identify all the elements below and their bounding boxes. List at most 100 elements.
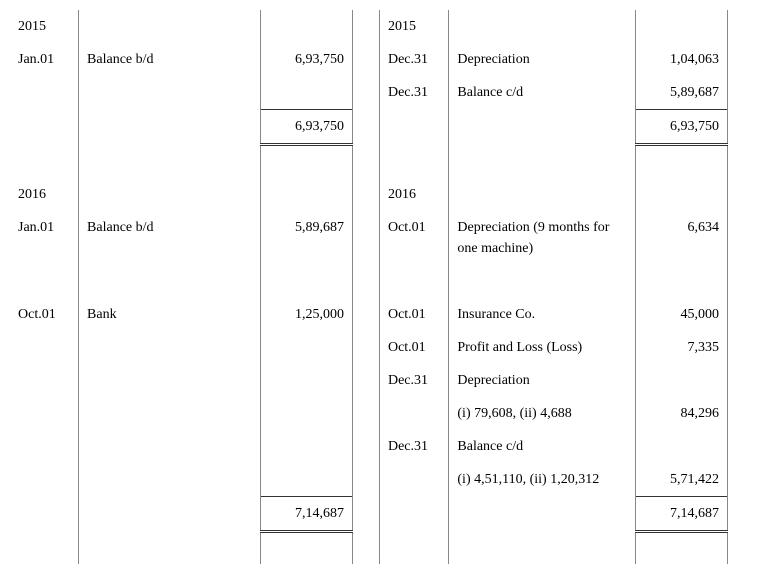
table-row: Jan.01 Balance b/d 6,93,750 Dec.31 Depre… xyxy=(10,43,754,76)
cell xyxy=(353,531,380,564)
amount-cell: 1,04,063 xyxy=(636,43,728,76)
cell xyxy=(261,145,353,178)
ledger-table: 2015 2015 Jan.01 Balance b/d 6,93,750 De… xyxy=(10,10,754,564)
cell xyxy=(261,265,353,298)
cell xyxy=(353,265,380,298)
cell xyxy=(10,145,79,178)
desc-cell: Profit and Loss (Loss) xyxy=(449,331,636,364)
cell xyxy=(728,76,755,110)
table-row: (i) 4,51,110, (ii) 1,20,312 5,71,422 xyxy=(10,463,754,497)
cell xyxy=(79,76,261,110)
date-cell: Dec.31 xyxy=(379,76,448,110)
spacer-row xyxy=(10,145,754,178)
total-row-2016: 7,14,687 7,14,687 xyxy=(10,496,754,531)
cell xyxy=(728,178,755,211)
spacer-row xyxy=(10,265,754,298)
row-year-2015: 2015 2015 xyxy=(10,10,754,43)
row-year-2016: 2016 2016 xyxy=(10,178,754,211)
cell xyxy=(379,265,448,298)
cell xyxy=(10,110,79,145)
cell xyxy=(728,463,755,497)
cell xyxy=(353,178,380,211)
cell xyxy=(79,265,261,298)
cell xyxy=(79,397,261,430)
cell xyxy=(449,178,636,211)
cell xyxy=(353,364,380,397)
cell xyxy=(79,430,261,463)
cell xyxy=(10,463,79,497)
year-left-2016: 2016 xyxy=(10,178,79,211)
amount-cell: 84,296 xyxy=(636,397,728,430)
desc-cell: Insurance Co. xyxy=(449,298,636,331)
cell xyxy=(10,496,79,531)
year-right-2015: 2015 xyxy=(379,10,448,43)
amount-cell: 7,335 xyxy=(636,331,728,364)
cell xyxy=(10,76,79,110)
cell xyxy=(261,531,353,564)
cell xyxy=(79,145,261,178)
total-cell: 7,14,687 xyxy=(636,496,728,531)
cell xyxy=(353,397,380,430)
cell xyxy=(79,531,261,564)
cell xyxy=(379,496,448,531)
cell xyxy=(79,110,261,145)
table-row: Dec.31 Depreciation xyxy=(10,364,754,397)
cell xyxy=(353,298,380,331)
desc-cell: Depreciation xyxy=(449,43,636,76)
date-cell: Jan.01 xyxy=(10,211,79,265)
cell xyxy=(10,364,79,397)
cell xyxy=(10,397,79,430)
cell xyxy=(449,496,636,531)
cell xyxy=(353,463,380,497)
table-row: (i) 79,608, (ii) 4,688 84,296 xyxy=(10,397,754,430)
desc-cell: Balance b/d xyxy=(79,43,261,76)
cell xyxy=(261,10,353,43)
cell xyxy=(728,110,755,145)
cell xyxy=(353,76,380,110)
cell xyxy=(728,43,755,76)
cell xyxy=(353,496,380,531)
cell xyxy=(353,10,380,43)
cell xyxy=(379,145,448,178)
cell xyxy=(261,76,353,110)
desc-cell: Balance c/d xyxy=(449,430,636,463)
cell xyxy=(79,178,261,211)
cell xyxy=(79,364,261,397)
amount-cell: 45,000 xyxy=(636,298,728,331)
date-cell: Oct.01 xyxy=(379,298,448,331)
desc-cell: Balance b/d xyxy=(79,211,261,265)
cell xyxy=(379,397,448,430)
table-row: Dec.31 Balance c/d 5,89,687 xyxy=(10,76,754,110)
cell xyxy=(636,265,728,298)
cell xyxy=(449,265,636,298)
cell xyxy=(728,265,755,298)
desc-cell: Depreciation xyxy=(449,364,636,397)
date-cell: Dec.31 xyxy=(379,43,448,76)
table-row: Oct.01 Profit and Loss (Loss) 7,335 xyxy=(10,331,754,364)
cell xyxy=(353,145,380,178)
cell xyxy=(10,531,79,564)
cell xyxy=(728,531,755,564)
amount-cell: 6,634 xyxy=(636,211,728,265)
desc-cell: Depreciation (9 months for one machine) xyxy=(449,211,636,265)
desc-cell: Balance c/d xyxy=(449,76,636,110)
cell xyxy=(728,211,755,265)
cell xyxy=(728,496,755,531)
cell xyxy=(636,10,728,43)
sub-cell: (i) 79,608, (ii) 4,688 xyxy=(449,397,636,430)
year-right-2016: 2016 xyxy=(379,178,448,211)
total-cell: 7,14,687 xyxy=(261,496,353,531)
cell xyxy=(353,110,380,145)
cell xyxy=(353,43,380,76)
cell xyxy=(449,10,636,43)
cell xyxy=(449,110,636,145)
cell xyxy=(636,531,728,564)
sub-cell: (i) 4,51,110, (ii) 1,20,312 xyxy=(449,463,636,497)
amount-cell: 5,89,687 xyxy=(261,211,353,265)
date-cell: Oct.01 xyxy=(379,211,448,265)
year-left-2015: 2015 xyxy=(10,10,79,43)
cell xyxy=(728,364,755,397)
cell xyxy=(261,178,353,211)
cell xyxy=(79,463,261,497)
cell xyxy=(449,531,636,564)
